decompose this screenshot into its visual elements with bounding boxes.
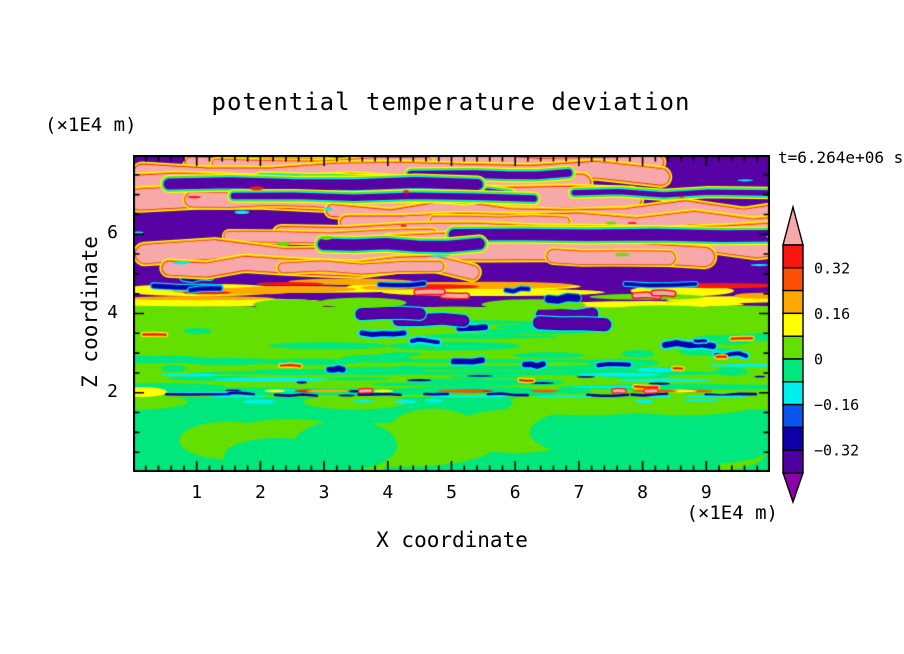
colorbar-svg: 0.32 0.16 0 −0.16 −0.32 — [782, 204, 859, 505]
colorbar-segment — [782, 403, 804, 429]
z-tick-label: 4 — [107, 301, 118, 323]
colorbar-segment — [782, 312, 804, 337]
x-tick-label: 2 — [254, 482, 266, 503]
colorbar-segment — [782, 358, 804, 383]
colorbar-tick-label: 0.32 — [814, 259, 850, 277]
colorbar-arrow-top — [782, 204, 804, 246]
colorbar-tick-label: −0.32 — [814, 442, 859, 460]
colorbar-segment — [782, 426, 804, 451]
x-axis-unit-label: (×1E4 m) — [686, 502, 778, 524]
z-tick-label: 2 — [107, 380, 118, 402]
colorbar-segment — [782, 449, 804, 474]
time-annotation: t=6.264e+06 s — [778, 148, 904, 167]
x-tick-label: 9 — [700, 482, 712, 503]
x-axis-title: X coordinate — [376, 528, 528, 552]
colorbar-segment — [782, 381, 804, 406]
x-tick-label: 3 — [318, 482, 330, 503]
z-tick-label: 6 — [107, 222, 118, 244]
colorbar-segment — [782, 267, 804, 292]
colorbar: 0.32 0.16 0 −0.16 −0.32 — [780, 200, 904, 512]
colorbar-tick-label: 0 — [814, 351, 823, 369]
z-axis-unit-label: (×1E4 m) — [45, 114, 137, 136]
x-tick-label: 7 — [573, 482, 585, 503]
x-tick-label: 1 — [191, 482, 203, 503]
x-tick-label: 8 — [637, 482, 649, 503]
chart-title: potential temperature deviation — [211, 88, 691, 116]
colorbar-tick-label: −0.16 — [814, 396, 859, 414]
plot-area — [133, 155, 770, 472]
colorbar-tick-label: 0.16 — [814, 305, 850, 323]
x-tick-label: 5 — [446, 482, 457, 503]
colorbar-segment — [782, 289, 804, 315]
x-tick-label: 4 — [382, 482, 394, 503]
colorbar-segment — [782, 244, 804, 269]
colorbar-arrow-bottom — [782, 472, 804, 505]
x-tick-label: 6 — [509, 482, 521, 503]
colorbar-segment — [782, 335, 804, 360]
contour-field-canvas — [133, 155, 770, 472]
